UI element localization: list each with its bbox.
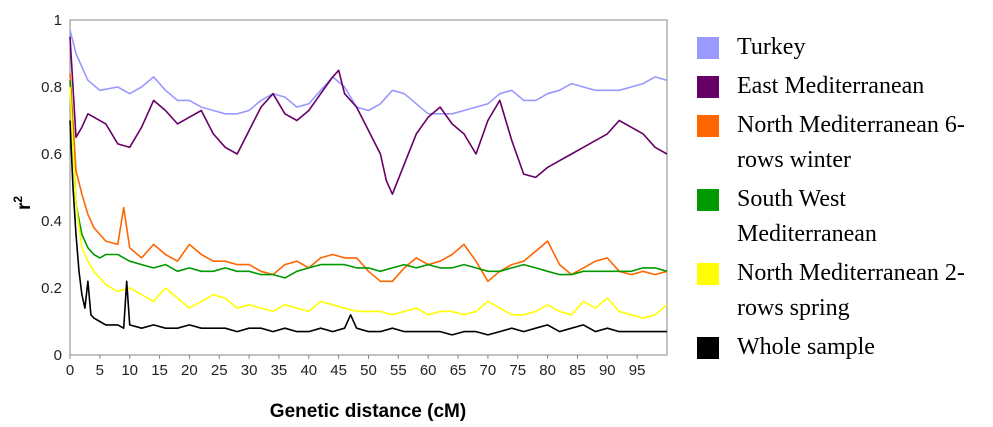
legend-label: Whole sample [737, 334, 875, 360]
series-line-south-west-mediterranean [69, 80, 668, 279]
legend-label: East Mediterranean [737, 73, 925, 99]
y-tick-label: 1 [54, 12, 62, 29]
legend-item-north-mediterranean-6-rows-winter: North Mediterranean 6-rows winter [697, 108, 989, 178]
x-tick-label: 25 [211, 362, 228, 379]
x-tick-label: 30 [241, 362, 258, 379]
legend-label: Turkey [737, 34, 806, 60]
legend-item-whole-sample: Whole sample [697, 330, 989, 365]
x-tick-label: 90 [599, 362, 616, 379]
x-tick-label: 80 [539, 362, 556, 379]
y-tick-label: 0.8 [41, 79, 62, 96]
legend-item-turkey: Turkey [697, 30, 989, 65]
legend-item-north-mediterranean-2-rows-spring: North Mediterranean 2-rows spring [697, 256, 989, 326]
legend-swatch [697, 115, 719, 137]
legend-label: North Mediterranean 6-rows winter [737, 112, 965, 173]
x-tick-label: 95 [629, 362, 646, 379]
x-tick-label: 75 [509, 362, 526, 379]
legend-item-east-mediterranean: East Mediterranean [697, 69, 989, 104]
x-tick-label: 70 [480, 362, 497, 379]
x-tick-label: 85 [569, 362, 586, 379]
y-tick-label: 0 [54, 347, 62, 364]
plot-area [69, 19, 668, 356]
x-tick-label: 60 [420, 362, 437, 379]
series-line-north-mediterranean-6-rows-winter [69, 73, 668, 283]
series-line-east-mediterranean [69, 36, 668, 195]
legend-swatch [697, 263, 719, 285]
y-axis: 0 0.2 0.4 0.6 0.8 1 [41, 12, 62, 364]
x-tick-label: 20 [181, 362, 198, 379]
series-line-north-mediterranean-2-rows-spring [69, 86, 668, 319]
legend-label: North Mediterranean 2-rows spring [737, 260, 965, 321]
legend-swatch [697, 76, 719, 98]
x-tick-label: 15 [151, 362, 168, 379]
x-tick-label: 35 [271, 362, 288, 379]
x-tick-label: 55 [390, 362, 407, 379]
x-axis: 0 5 10 15 20 25 30 35 40 45 50 55 60 65 70 75 80 85 90 95 [66, 355, 646, 379]
x-axis-label: Genetic distance (cM) [270, 401, 466, 422]
y-axis-label: r2 [11, 196, 35, 210]
series-line-turkey [69, 29, 668, 115]
x-tick-label: 0 [66, 362, 74, 379]
legend-item-south-west-mediterranean: South West Mediterranean [697, 182, 989, 252]
series-line-whole-sample [69, 120, 667, 336]
legend-swatch [697, 337, 719, 359]
x-tick-label: 40 [300, 362, 317, 379]
x-tick-label: 45 [330, 362, 347, 379]
legend-swatch [697, 189, 719, 211]
x-tick-label: 10 [121, 362, 138, 379]
x-tick-label: 50 [360, 362, 377, 379]
legend-label: South West Mediterranean [737, 186, 877, 247]
legend: Turkey East Mediterranean North Mediterr… [697, 30, 989, 369]
x-tick-label: 5 [96, 362, 104, 379]
y-tick-label: 0.4 [41, 213, 62, 230]
x-tick-label: 65 [450, 362, 467, 379]
y-tick-label: 0.6 [41, 146, 62, 163]
legend-swatch [697, 37, 719, 59]
series-lines [69, 29, 668, 336]
y-tick-label: 0.2 [41, 280, 62, 297]
